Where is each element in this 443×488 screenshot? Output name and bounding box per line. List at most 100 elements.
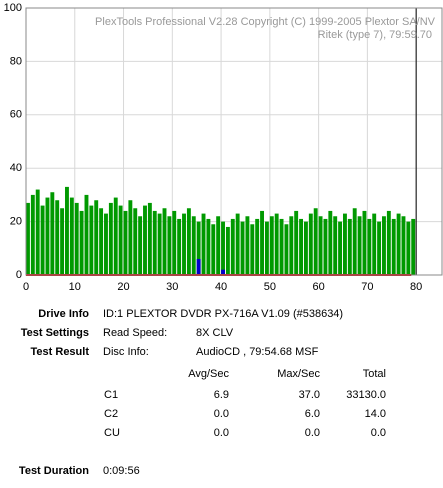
bar bbox=[245, 216, 250, 275]
bar bbox=[30, 194, 35, 275]
bar bbox=[357, 216, 362, 275]
bar bbox=[143, 205, 147, 275]
bar bbox=[108, 202, 113, 275]
drive-value: ID:1 PLEXTOR DVDR PX-716A V1.09 (#538634… bbox=[103, 308, 343, 320]
y-tick-label: 100 bbox=[4, 2, 22, 14]
bar bbox=[69, 197, 74, 275]
bar bbox=[50, 192, 55, 275]
bar bbox=[167, 216, 172, 275]
table-header: Total bbox=[363, 368, 386, 380]
bar bbox=[104, 213, 108, 275]
bar bbox=[221, 221, 225, 275]
bar bbox=[89, 205, 94, 275]
bar bbox=[230, 218, 235, 275]
row-label: C1 bbox=[104, 389, 118, 401]
drive-label: Drive Info bbox=[38, 308, 89, 320]
bar bbox=[260, 210, 264, 275]
bar bbox=[79, 210, 84, 275]
bar bbox=[279, 218, 284, 275]
table-cell: 6.0 bbox=[305, 408, 320, 420]
bar bbox=[323, 218, 328, 275]
plot-frame bbox=[25, 7, 443, 276]
bar bbox=[289, 216, 294, 275]
bar bbox=[55, 200, 60, 275]
bar bbox=[372, 213, 377, 275]
bar bbox=[162, 208, 167, 275]
bar bbox=[26, 202, 30, 275]
bar bbox=[99, 208, 104, 275]
bar bbox=[255, 218, 260, 275]
bar bbox=[186, 208, 191, 275]
bar bbox=[391, 218, 396, 275]
x-tick-label: 70 bbox=[361, 281, 373, 293]
bar bbox=[318, 216, 323, 275]
chart-subtitle: Ritek (type 7), 79:59.70 bbox=[318, 29, 432, 41]
bar bbox=[182, 213, 186, 275]
bar bbox=[284, 224, 289, 275]
bar bbox=[94, 200, 99, 275]
bar bbox=[406, 221, 411, 275]
x-tick-label: 20 bbox=[117, 281, 129, 293]
row-label: CU bbox=[104, 427, 120, 439]
bar bbox=[377, 221, 382, 275]
bar bbox=[401, 216, 406, 275]
bar bbox=[333, 216, 338, 275]
bar bbox=[196, 258, 201, 275]
bar bbox=[386, 210, 391, 275]
result-value: AudioCD , 79:54.68 MSF bbox=[196, 346, 319, 358]
table-cell: 0.0 bbox=[305, 427, 320, 439]
bar bbox=[382, 216, 386, 275]
y-tick-label: 80 bbox=[10, 55, 22, 67]
bar bbox=[35, 189, 40, 275]
y-tick-label: 60 bbox=[10, 109, 22, 121]
table-cell: 33130.0 bbox=[346, 389, 386, 401]
x-tick-label: 40 bbox=[215, 281, 227, 293]
table-header: Max/Sec bbox=[277, 368, 320, 380]
bar bbox=[347, 218, 352, 275]
chart-title: PlexTools Professional V2.28 Copyright (… bbox=[95, 16, 436, 28]
error-table: Avg/Sec Max/Sec Total C1 6.9 37.0 33130.0 C2 0.0… bbox=[104, 368, 386, 439]
bar bbox=[172, 210, 177, 275]
result-label: Test Result bbox=[31, 346, 90, 358]
y-tick-label: 20 bbox=[10, 216, 22, 228]
plot: 0 20 40 60 80 100 0 10 20 30 40 50 60 70 80 bbox=[4, 2, 443, 293]
table-cell: 0.0 bbox=[214, 408, 229, 420]
bar bbox=[362, 210, 367, 275]
bar bbox=[240, 221, 245, 275]
table-cell: 14.0 bbox=[365, 408, 386, 420]
bar bbox=[196, 221, 201, 275]
bar bbox=[152, 210, 157, 275]
row-label: C2 bbox=[104, 408, 118, 420]
bar bbox=[128, 200, 133, 275]
settings-value: 8X CLV bbox=[196, 327, 234, 339]
bar bbox=[216, 216, 221, 275]
bar bbox=[84, 194, 89, 275]
bar bbox=[411, 218, 416, 275]
table-header: Avg/Sec bbox=[188, 368, 229, 380]
bar bbox=[294, 210, 299, 275]
bar bbox=[221, 269, 225, 275]
bar bbox=[367, 218, 372, 275]
duration-label: Test Duration bbox=[19, 465, 89, 477]
settings-label: Test Settings bbox=[21, 327, 89, 339]
x-tick-label: 10 bbox=[69, 281, 81, 293]
bar bbox=[45, 197, 50, 275]
bar bbox=[269, 216, 274, 275]
bar bbox=[250, 224, 255, 275]
bar bbox=[338, 221, 343, 275]
table-cell: 37.0 bbox=[299, 389, 320, 401]
duration-value: 0:09:56 bbox=[103, 465, 140, 477]
table-cell: 0.0 bbox=[371, 427, 386, 439]
x-tick-label: 60 bbox=[312, 281, 324, 293]
y-tick-label: 0 bbox=[16, 269, 22, 281]
table-cell: 6.9 bbox=[214, 389, 229, 401]
bar bbox=[313, 208, 318, 275]
bar bbox=[201, 213, 206, 275]
bar bbox=[264, 221, 269, 275]
bar bbox=[147, 202, 152, 275]
bar bbox=[40, 205, 45, 275]
bar bbox=[74, 202, 79, 275]
bar bbox=[177, 218, 182, 275]
bar bbox=[118, 205, 123, 275]
